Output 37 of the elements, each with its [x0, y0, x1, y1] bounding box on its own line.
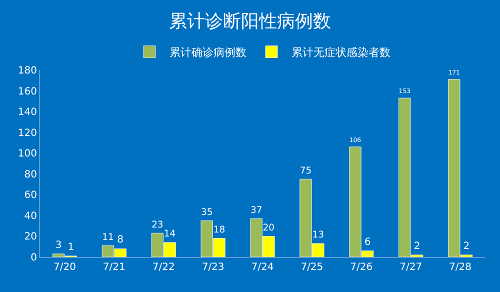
y-tick-label: 180: [18, 66, 37, 76]
data-label: 14: [164, 228, 176, 240]
data-label: 18: [213, 224, 226, 236]
y-tick-label: 140: [18, 107, 37, 118]
x-tick-label: 7/20: [53, 262, 76, 273]
data-label: 6: [364, 236, 371, 248]
y-tick-label: 80: [24, 169, 37, 180]
y-tick-label: 40: [24, 210, 37, 222]
y-tick-label: 160: [18, 86, 37, 98]
legend-label: 累计确诊病例数: [170, 46, 246, 60]
data-label: 75: [300, 165, 312, 176]
data-label: 20: [262, 222, 275, 234]
data-label: 37: [250, 204, 262, 216]
y-tick-label: 60: [24, 190, 37, 202]
x-tick-label: 7/21: [102, 262, 126, 273]
x-tick-label: 7/22: [152, 262, 175, 273]
y-tick-label: 20: [24, 232, 37, 243]
legend-label: 累计无症状感染者数: [292, 46, 390, 60]
y-tick-label: 100: [18, 148, 37, 160]
y-tick-label: 120: [18, 128, 37, 139]
data-label: 23: [152, 219, 164, 230]
x-tick-label: 7/24: [251, 262, 274, 273]
data-label: 8: [117, 234, 124, 246]
x-tick-label: 7/27: [400, 262, 422, 273]
chart-title: 累计诊断阳性病例数: [169, 11, 331, 32]
x-tick-label: 7/23: [202, 262, 224, 273]
data-label: 13: [312, 230, 324, 241]
data-label: 1: [68, 242, 74, 253]
data-label: 2: [414, 240, 420, 252]
data-label: 2: [463, 240, 470, 252]
y-tick-label: 0: [30, 252, 37, 264]
x-tick-label: 7/26: [350, 262, 373, 273]
x-tick-label: 7/25: [300, 262, 324, 273]
data-label: 3: [55, 240, 62, 251]
data-label: 11: [102, 232, 114, 243]
data-label: 35: [201, 206, 213, 218]
x-tick-label: 7/28: [449, 262, 472, 273]
